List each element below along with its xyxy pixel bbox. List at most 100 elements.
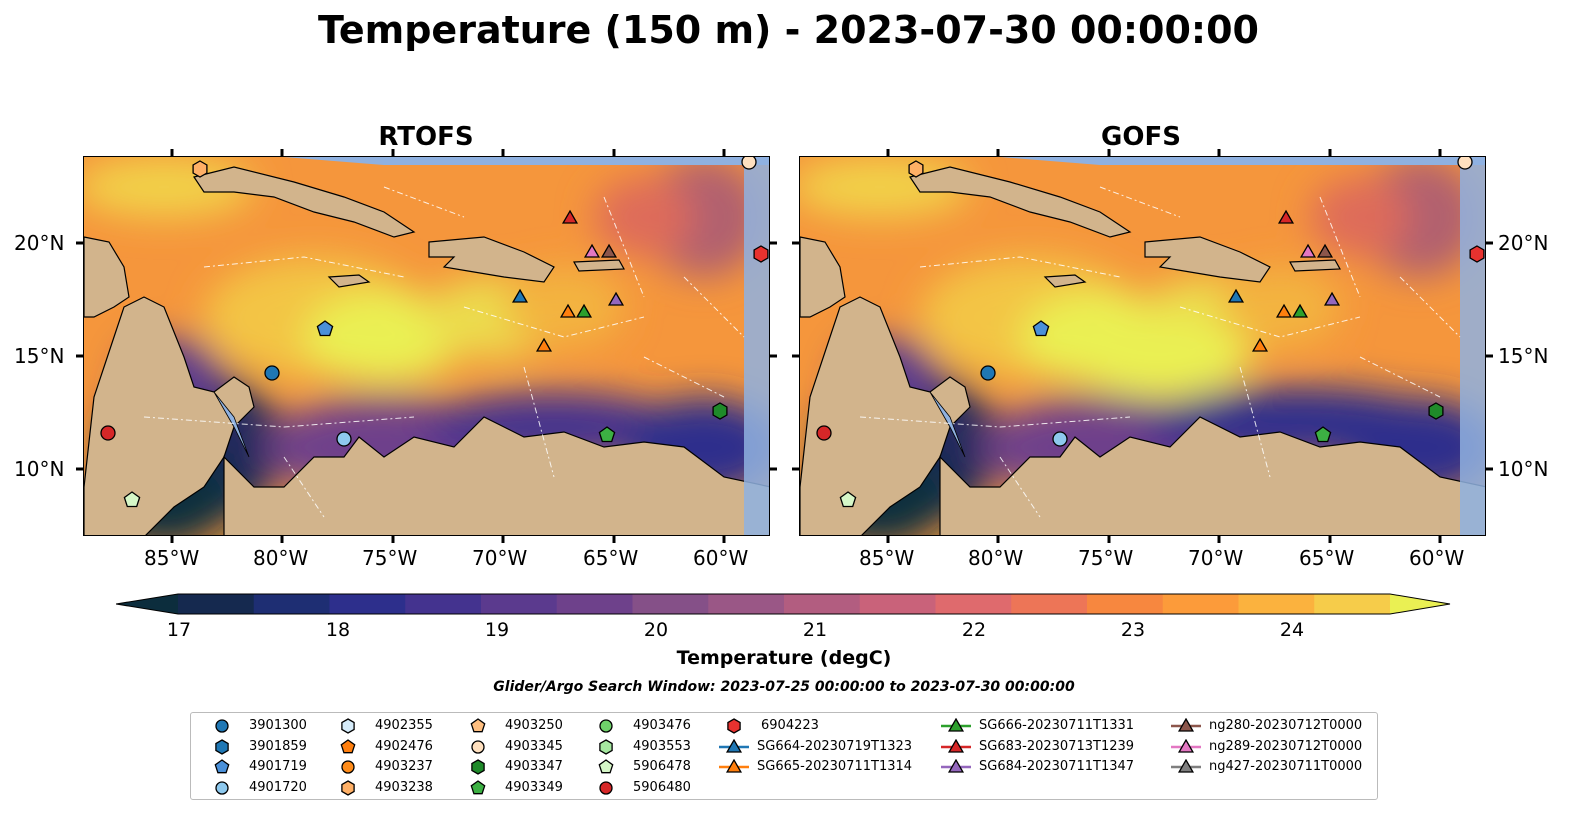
glider-ng289: [583, 243, 601, 258]
colorbar-tick-label: 24: [1279, 619, 1305, 641]
legend-circle-icon: [215, 719, 229, 733]
legend-pentagon-icon: [598, 759, 614, 774]
legend-circle-icon: [599, 719, 613, 733]
lat-label-10n-left: 10°N: [14, 457, 65, 481]
legend-triangle-icon: [947, 759, 965, 773]
legend-marker-icon: [215, 719, 229, 733]
legend-triangle-icon: [1177, 718, 1195, 732]
lat-label-15n-right: 15°N: [1498, 344, 1549, 368]
legend-marker-icon: [215, 780, 229, 795]
argo-4903347: [1428, 402, 1444, 420]
argo-4901720: [1052, 431, 1068, 447]
glider-sg666: [575, 303, 593, 318]
argo-3901300: [264, 365, 280, 381]
colorbar-tick-label: 20: [643, 619, 669, 641]
legend-label: SG683-20230713T1239: [979, 738, 1135, 754]
legend-marker-icon: [719, 738, 749, 753]
colorbar-tick-label: 17: [166, 619, 192, 641]
legend-hexagon-icon: [215, 738, 229, 755]
legend-pentagon-icon: [470, 779, 486, 794]
legend-marker-icon: [340, 738, 356, 753]
legend-label: SG666-20230711T1331: [979, 718, 1135, 733]
colorbar-min-extend: [116, 594, 178, 614]
colorbar-tick-label: 21: [802, 619, 828, 641]
panel-title-rtofs: RTOFS: [378, 122, 474, 152]
legend-hexagon-icon: [341, 779, 355, 796]
legend-marker-icon: [941, 759, 971, 773]
argo-4901719: [316, 320, 334, 337]
legend-label: 3901300: [249, 718, 307, 733]
lat-label-15n-left: 15°N: [14, 344, 65, 368]
figure-title: Temperature (150 m) - 2023-07-30 00:00:0…: [317, 8, 1259, 52]
glider-sg665: [1275, 303, 1293, 318]
legend-marker-icon: [1171, 759, 1201, 773]
legend-marker-icon: [341, 760, 355, 774]
glider-ng280: [1316, 243, 1334, 258]
argo-4903238: [192, 160, 208, 178]
lon-label-85w-right: 85°W: [859, 546, 915, 570]
legend-marker-icon: [719, 759, 749, 773]
colorbar-label: Temperature (degC): [676, 647, 892, 669]
colorbar-segment: [1162, 594, 1239, 614]
argo-4903347: [712, 402, 728, 420]
argo-6904223: [753, 245, 769, 263]
colorbar-segment: [935, 594, 1012, 614]
legend-hexagon-icon: [341, 718, 355, 734]
lon-label-75w-left: 75°W: [362, 546, 418, 570]
legend-pentagon-icon: [470, 718, 486, 733]
legend-label: 5906480: [633, 779, 691, 795]
legend-marker-icon: [471, 759, 485, 775]
colorbar-segment: [1314, 594, 1391, 614]
legend-label: 4903349: [505, 779, 563, 795]
legend-label: ng280-20230712T0000: [1209, 718, 1363, 733]
legend-triangle-icon: [1177, 759, 1195, 773]
panel-title-gofs: GOFS: [1101, 122, 1181, 152]
argo-3901300: [980, 365, 996, 381]
colorbar-segment: [632, 594, 709, 614]
argo-4903349: [598, 426, 616, 443]
legend-label: 3901859: [249, 738, 307, 754]
rtofs-map: [83, 156, 770, 536]
legend-marker-icon: [1171, 718, 1201, 732]
legend-marker-icon: [941, 718, 971, 732]
colorbar-tick-label: 19: [484, 619, 510, 641]
argo-5906480: [816, 425, 832, 441]
legend-marker-icon: [215, 738, 229, 755]
legend-hexagon-icon: [599, 738, 613, 755]
colorbar-tick-label: 18: [325, 619, 351, 641]
argo-5906480: [100, 425, 116, 441]
legend-label: SG684-20230711T1347: [979, 759, 1135, 774]
glider-sg665-2: [535, 337, 553, 352]
legend-circle-icon: [471, 739, 485, 754]
glider-sg666: [1291, 303, 1309, 318]
argo-4903349: [1314, 426, 1332, 443]
legend-label: 4903238: [375, 779, 433, 795]
glider-sg684: [607, 291, 625, 306]
legend-pentagon-icon: [340, 738, 356, 753]
legend-label: 4902476: [375, 738, 433, 754]
glider-ng289: [1299, 243, 1317, 258]
legend-label: 4903476: [633, 718, 691, 733]
legend-marker-icon: [470, 718, 486, 733]
search-window-text: Glider/Argo Search Window: 2023-07-25 00…: [493, 679, 1075, 695]
argo-4901720: [336, 431, 352, 447]
glider-sg683: [561, 209, 579, 224]
map-canvas: [84, 157, 769, 535]
glider-sg664: [511, 288, 529, 303]
argo-4901719: [1032, 320, 1050, 337]
legend-hexagon-icon: [471, 759, 485, 775]
lon-label-70w-left: 70°W: [472, 546, 528, 570]
lon-label-80w-right: 80°W: [968, 546, 1024, 570]
legend-triangle-icon: [1177, 738, 1195, 753]
legend-marker-icon: [214, 759, 230, 774]
lat-label-20n-right: 20°N: [1498, 231, 1549, 255]
colorbar-segment: [405, 594, 482, 614]
lon-label-70w-right: 70°W: [1188, 546, 1244, 570]
legend-marker-icon: [599, 738, 613, 755]
legend-label: 4901719: [249, 759, 307, 774]
lon-label-85w-left: 85°W: [144, 546, 200, 570]
colorbar-segment: [859, 594, 936, 614]
colorbar-segment: [708, 594, 785, 614]
glider-sg665-2: [1251, 337, 1269, 352]
legend-marker-icon: [470, 779, 486, 794]
